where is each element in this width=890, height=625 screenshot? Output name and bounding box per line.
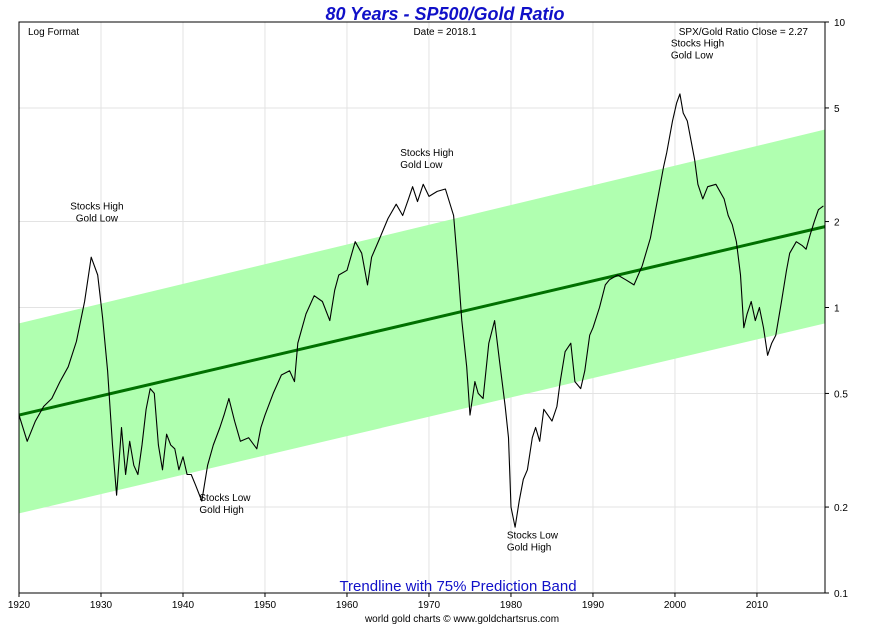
close-value-note: SPX/Gold Ratio Close = 2.27 (679, 27, 809, 38)
x-axis-ticks: 1920 1930 1940 1950 1960 1970 1980 1990 2000 2010 (8, 593, 769, 611)
date-note: Date = 2018.1 (413, 27, 477, 38)
y-tick-label: 0.1 (834, 589, 848, 600)
x-tick-label: 1990 (582, 600, 605, 611)
ratio-series-line (18, 93, 824, 528)
chart-title: 80 Years - SP500/Gold Ratio (325, 4, 564, 24)
x-tick-label: 2010 (746, 600, 769, 611)
x-tick-label: 1940 (172, 600, 195, 611)
y-tick-label: 2 (834, 218, 840, 229)
band-label: Trendline with 75% Prediction Band (339, 578, 576, 595)
annotation-line: Stocks Low (507, 531, 559, 542)
y-tick-label: 10 (834, 18, 846, 29)
annotation-line: Gold High (199, 505, 243, 516)
annotation-line: Gold Low (400, 160, 443, 171)
annotation-line: Stocks Low (199, 493, 251, 504)
y-tick-label: 5 (834, 104, 840, 115)
annotation-line: Stocks High (70, 202, 123, 213)
footer-credit: world gold charts © www.goldchartsrus.co… (364, 614, 559, 625)
trendline (18, 225, 826, 417)
x-tick-label: 1930 (90, 600, 113, 611)
annotation-line: Gold Low (76, 214, 119, 225)
annotation-label: Stocks High Gold Low (70, 202, 123, 225)
annotation-line: Gold Low (671, 51, 714, 62)
annotation-line: Gold High (507, 543, 551, 554)
x-tick-label: 1950 (254, 600, 277, 611)
x-tick-label: 1960 (336, 600, 359, 611)
annotation-label: Stocks Low Gold High (507, 531, 559, 554)
annotation-label: Stocks High Gold Low (400, 148, 453, 171)
log-format-note: Log Format (28, 27, 79, 38)
x-tick-label: 1920 (8, 600, 31, 611)
x-tick-label: 2000 (664, 600, 687, 611)
y-tick-label: 1 (834, 304, 840, 315)
y-axis-ticks: 10 5 2 1 0.5 0.2 0.1 (825, 18, 848, 600)
annotation-label: Stocks High Gold Low (671, 39, 724, 62)
x-tick-label: 1970 (418, 600, 441, 611)
annotation-label: Stocks Low Gold High (199, 493, 251, 516)
annotation-line: Stocks High (671, 39, 724, 50)
y-tick-label: 0.2 (834, 503, 848, 514)
y-tick-label: 0.5 (834, 389, 848, 400)
annotation-line: Stocks High (400, 148, 453, 159)
x-tick-label: 1980 (500, 600, 523, 611)
